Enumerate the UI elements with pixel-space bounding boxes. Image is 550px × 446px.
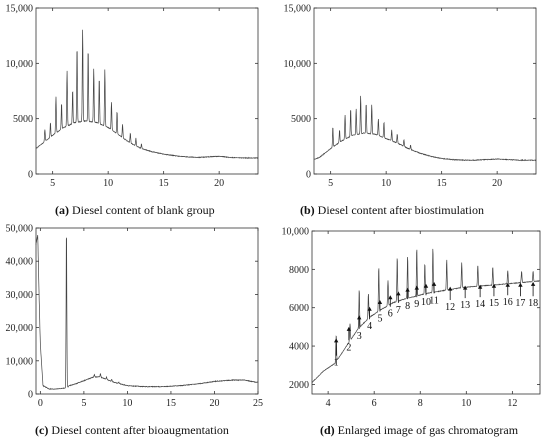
x-tick-label: 8 (418, 398, 423, 409)
chromatogram-trace (35, 29, 259, 159)
peak-arrow-head (333, 338, 339, 343)
y-tick-label: 5000 (291, 114, 311, 125)
peak-number-label: 15 (489, 298, 499, 309)
peak-arrow-head (447, 286, 453, 291)
peak-number-label: 11 (429, 295, 439, 306)
peak-arrow-head (505, 282, 510, 287)
x-tick-label: 15 (166, 398, 176, 409)
x-tick-label: 20 (214, 178, 224, 189)
peak-arrow-head (405, 287, 410, 292)
peak-number-label: 5 (377, 314, 382, 325)
chromatogram-trace (35, 234, 259, 390)
panel-caption: (a) Diesel content of blank group (55, 203, 215, 217)
y-tick-label: 2000 (289, 380, 309, 391)
caption-letter: (a) (55, 203, 69, 217)
peak-number-label: 2 (346, 342, 351, 353)
y-tick-label: 15,000 (6, 4, 34, 15)
x-tick-label: 15 (159, 178, 169, 189)
x-tick-label: 6 (372, 398, 377, 409)
peak-number-label: 18 (528, 298, 538, 309)
y-tick-label: 15,000 (284, 4, 312, 15)
caption-letter: (b) (300, 203, 315, 217)
peak-arrow-head (357, 315, 362, 320)
caption-text: Diesel content of blank group (69, 203, 215, 217)
y-tick-label: 10,000 (282, 227, 310, 238)
peak-arrow-head (462, 285, 468, 290)
x-tick-label: 10 (103, 178, 113, 189)
plot-frame (35, 227, 259, 395)
peak-number-label: 8 (405, 301, 410, 312)
peak-number-label: 3 (357, 331, 362, 342)
peak-number-label: 6 (388, 309, 393, 320)
peak-arrow-head (530, 281, 536, 286)
peak-number-label: 9 (414, 299, 419, 310)
x-tick-label: 10 (122, 398, 132, 409)
peak-arrow-head (423, 283, 429, 288)
peak-arrow-head (414, 285, 419, 290)
x-tick-label: 5 (50, 178, 55, 189)
y-tick-label: 5000 (13, 114, 33, 125)
peak-arrow-head (431, 281, 437, 286)
caption-text: Enlarged image of gas chromatogram (335, 423, 519, 437)
y-tick-label: 6000 (289, 303, 309, 314)
y-tick-label: 20,000 (6, 323, 34, 334)
peak-number-label: 10 (421, 297, 431, 308)
x-tick-label: 10 (461, 398, 471, 409)
x-tick-label: 12 (507, 398, 517, 409)
caption-text: Diesel content after biostimulation (315, 203, 484, 217)
x-tick-label: 5 (328, 178, 333, 189)
y-tick-label: 50,000 (6, 224, 34, 235)
caption-text: Diesel content after bioaugmentation (48, 423, 229, 437)
chromatogram-trace (311, 248, 541, 384)
plot-frame (311, 230, 541, 395)
y-tick-label: 10,000 (6, 59, 34, 70)
peak-arrow-head (396, 291, 401, 296)
x-tick-label: 20 (209, 398, 219, 409)
peak-number-label: 17 (515, 298, 525, 309)
panel-caption: (c) Diesel content after bioaugmentation (35, 423, 229, 437)
peak-arrow-head (346, 326, 352, 331)
peak-arrow-head (367, 306, 372, 311)
y-tick-label: 30,000 (6, 290, 34, 301)
x-tick-label: 4 (326, 398, 331, 409)
y-tick-label: 8000 (289, 265, 309, 276)
panel-caption: (b) Diesel content after biostimulation (300, 203, 484, 217)
peak-number-label: 4 (367, 321, 372, 332)
peak-number-label: 7 (396, 305, 401, 316)
peak-arrow-head (377, 300, 383, 305)
panel-caption: (d) Enlarged image of gas chromatogram (320, 423, 519, 437)
y-tick-label: 0 (28, 390, 33, 401)
peak-arrow-head (477, 284, 483, 289)
x-tick-label: 25 (253, 398, 263, 409)
y-tick-label: 4000 (289, 342, 309, 353)
y-tick-label: 10,000 (284, 59, 312, 70)
y-tick-label: 0 (306, 170, 311, 181)
x-tick-label: 10 (381, 178, 391, 189)
x-tick-label: 15 (437, 178, 447, 189)
chromatogram-trace (313, 95, 537, 162)
peak-number-label: 1 (334, 358, 339, 369)
peak-arrow-head (518, 282, 523, 287)
peak-arrow-head (491, 283, 497, 288)
peak-number-label: 12 (445, 302, 455, 313)
panel-a-chart: 0 5000 10,000 15,000 5 10 15 20 (a) Diesel conte… (6, 4, 259, 217)
x-tick-label: 5 (81, 398, 86, 409)
y-tick-label: 40,000 (6, 257, 34, 268)
peak-number-label: 13 (460, 300, 470, 311)
caption-letter: (c) (35, 423, 48, 437)
plot-frame (313, 7, 537, 175)
y-tick-label: 0 (28, 170, 33, 181)
plot-frame (35, 7, 259, 175)
x-tick-label: 0 (38, 398, 43, 409)
panel-c-chart: 0 10,000 20,000 30,000 40,000 50,000 0 5 10 15 20 2… (6, 224, 264, 438)
panel-b-chart: 0 5000 10,000 15,000 5 10 15 20 (b) Diesel conte… (284, 4, 537, 217)
x-tick-label: 20 (492, 178, 502, 189)
peak-arrow-head (388, 295, 393, 300)
peak-number-label: 16 (503, 297, 513, 308)
caption-letter: (d) (320, 423, 335, 437)
peak-number-label: 14 (475, 299, 485, 310)
y-tick-label: 10,000 (6, 356, 34, 367)
